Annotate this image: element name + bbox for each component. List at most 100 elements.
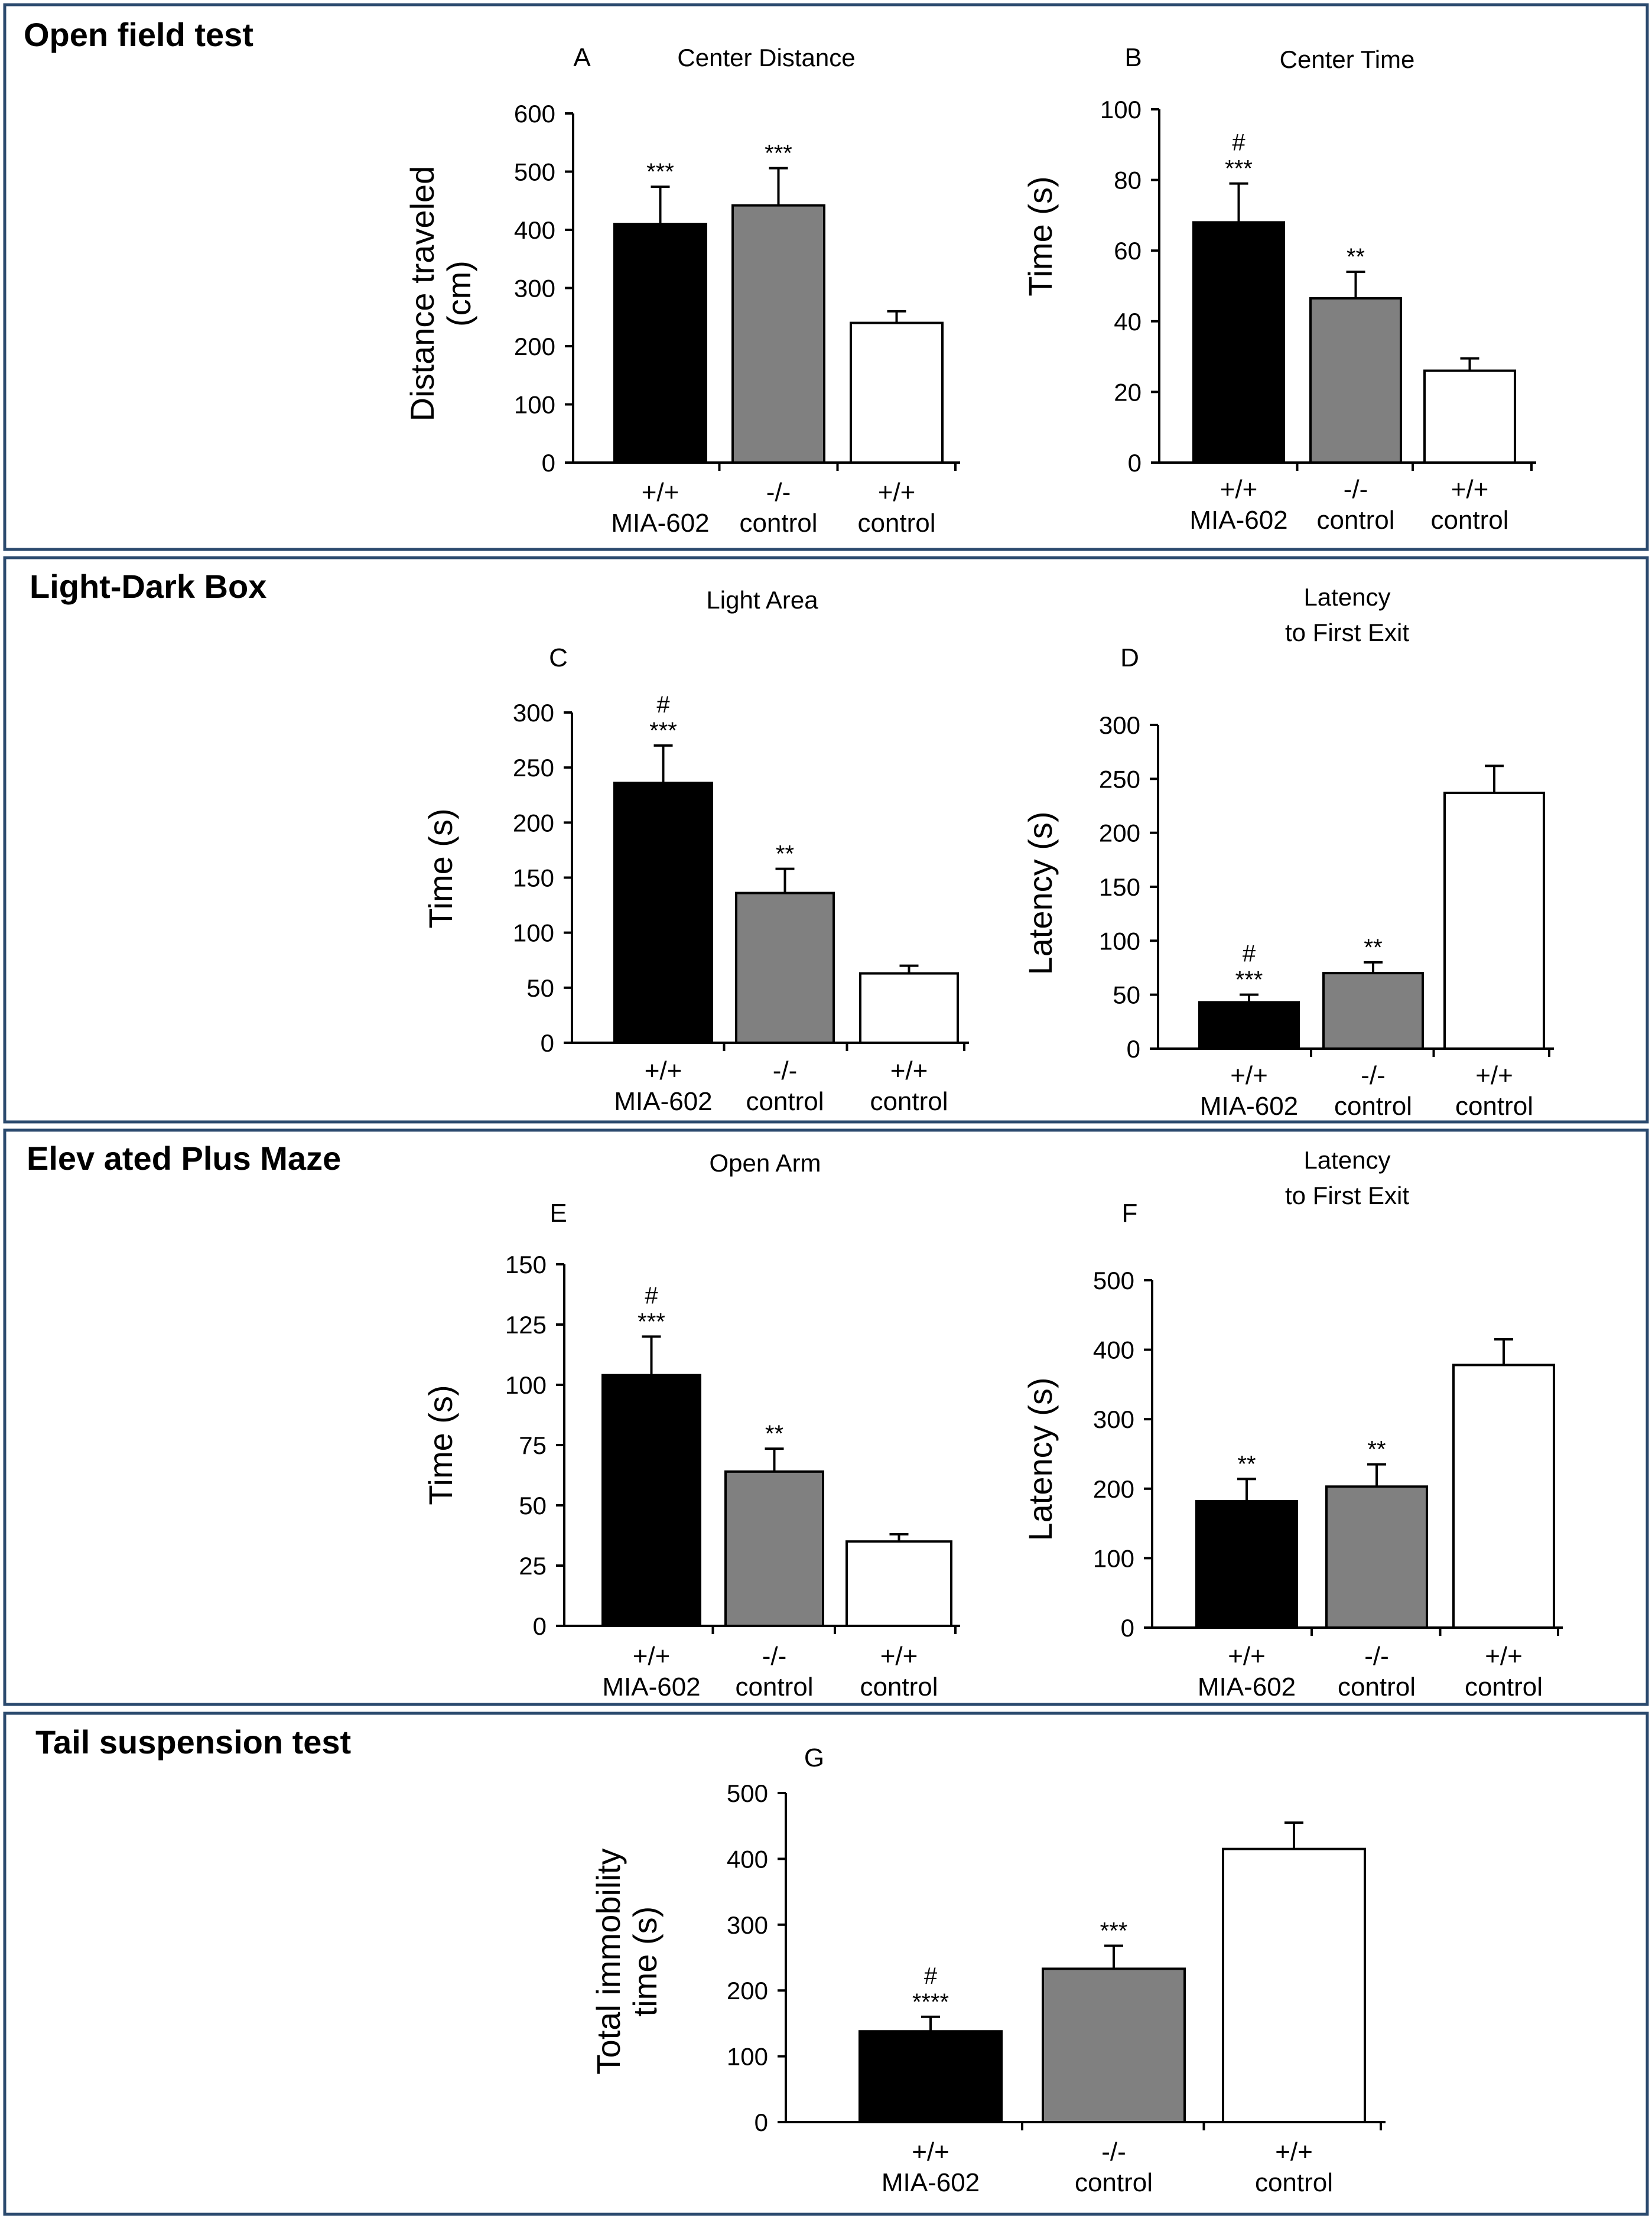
y-tick-label: 0: [755, 2109, 768, 2136]
y-tick-label: 250: [1099, 765, 1140, 793]
category-label: control: [1455, 1092, 1533, 1121]
y-tick-label: 80: [1114, 167, 1142, 194]
y-tick-label: 300: [1099, 711, 1140, 739]
category-label: MIA-602: [1198, 1673, 1296, 1701]
category-label: +/+: [1451, 475, 1489, 504]
y-tick-label: 300: [727, 1911, 768, 1939]
y-tick-label: 20: [1114, 378, 1142, 406]
error-bar: [1240, 993, 1258, 1003]
y-axis-label: Time (s): [422, 808, 459, 928]
y-tick-label: 500: [514, 158, 555, 186]
y-axis-label: time (s): [626, 1906, 664, 2017]
bar: [613, 223, 707, 464]
error-bar: [1237, 1478, 1256, 1501]
bar: [1325, 1485, 1428, 1629]
y-tick-label: 500: [727, 1779, 768, 1807]
bar: [1443, 792, 1545, 1050]
category-label: control: [1075, 2168, 1153, 2197]
significance-label: ***: [1225, 156, 1253, 182]
y-tick-label: 100: [1093, 1544, 1134, 1572]
y-tick-label: 300: [513, 699, 554, 727]
y-tick-label: 400: [1093, 1336, 1134, 1364]
error-bar: [1229, 182, 1248, 223]
significance-label: ***: [638, 1309, 665, 1335]
category-label: +/+: [642, 478, 679, 507]
bar: [613, 782, 713, 1044]
category-label: control: [1316, 506, 1394, 535]
panel-letter: F: [1122, 1199, 1138, 1228]
significance-label: ***: [646, 159, 674, 185]
category-label: +/+: [633, 1642, 671, 1671]
error-bar: [1364, 961, 1383, 974]
significance-label: ***: [1235, 967, 1263, 993]
y-tick-label: 400: [727, 1845, 768, 1873]
category-label: +/+: [1220, 475, 1258, 504]
bar: [1222, 1847, 1366, 2123]
bar: [1195, 1499, 1298, 1629]
error-bar: [1494, 1338, 1513, 1365]
category-label: control: [1465, 1673, 1543, 1701]
bar: [859, 972, 959, 1044]
y-tick-label: 100: [513, 919, 554, 947]
category-label: control: [746, 1087, 824, 1116]
section-title: Tail suspension test: [35, 1723, 351, 1761]
chart-g: G 0 100 200 300 400 500 Total immobility time (s…: [590, 1743, 1386, 2197]
error-bar: [653, 744, 673, 783]
y-tick-label: 25: [519, 1552, 547, 1580]
category-label: control: [857, 509, 935, 538]
y-tick-label: 100: [514, 391, 555, 419]
category-label: MIA-602: [1200, 1092, 1298, 1121]
y-tick-label: 50: [526, 974, 554, 1002]
significance-label: **: [776, 841, 794, 867]
section-frame: [3, 1712, 1649, 2216]
significance-label: **: [1364, 935, 1382, 961]
panel-letter: B: [1124, 43, 1142, 72]
bar: [1423, 369, 1516, 464]
category-label: -/-: [1101, 2137, 1126, 2166]
panel-letter: G: [804, 1743, 824, 1772]
bar: [1198, 1001, 1300, 1050]
category-label: +/+: [890, 1056, 928, 1085]
category-label: MIA-602: [1189, 506, 1287, 535]
y-tick-label: 150: [513, 864, 554, 892]
section-3: Elev ated Plus Maze: [3, 1128, 1649, 1706]
y-tick-label: 0: [542, 449, 555, 477]
significance-label: #: [924, 1963, 938, 1989]
section-frame: [3, 1128, 1649, 1706]
section-frame: [3, 3, 1649, 551]
section-title: Light-Dark Box: [30, 568, 266, 605]
significance-label: ***: [649, 718, 677, 744]
y-tick-label: 200: [514, 333, 555, 360]
bar: [845, 1540, 952, 1627]
y-tick-label: 0: [1127, 1035, 1140, 1063]
error-bar: [1460, 357, 1479, 371]
y-axis-label: Total immobility: [590, 1849, 627, 2075]
category-label: +/+: [1230, 1061, 1268, 1090]
panel-letter: C: [549, 643, 568, 672]
y-axis-label: Time (s): [422, 1385, 459, 1505]
y-axis-label: Distance traveled: [404, 166, 441, 422]
bar: [858, 2030, 1003, 2124]
category-label: control: [870, 1087, 948, 1116]
chart-title: Center Time: [1280, 45, 1415, 73]
category-label: +/+: [878, 478, 916, 507]
y-tick-label: 150: [505, 1251, 547, 1278]
error-bar: [769, 167, 788, 206]
y-tick-label: 125: [505, 1311, 547, 1339]
chart-title: Latency: [1303, 1146, 1390, 1174]
y-tick-label: 150: [1099, 873, 1140, 901]
panel-letter: D: [1120, 643, 1139, 672]
chart-e: E Open Arm 0 25 50 75 100 125 150 Time (s) #*** +/+…: [422, 1149, 960, 1701]
category-label: control: [1255, 2168, 1333, 2197]
category-label: control: [739, 509, 817, 538]
y-tick-label: 100: [505, 1371, 547, 1399]
bar: [1452, 1364, 1555, 1629]
category-label: control: [1334, 1092, 1412, 1121]
section-2: Light-Dark Box: [3, 556, 1649, 1124]
error-bar: [887, 310, 906, 323]
bar: [601, 1374, 701, 1627]
error-bar: [651, 186, 670, 224]
y-tick-label: 200: [727, 1977, 768, 2005]
